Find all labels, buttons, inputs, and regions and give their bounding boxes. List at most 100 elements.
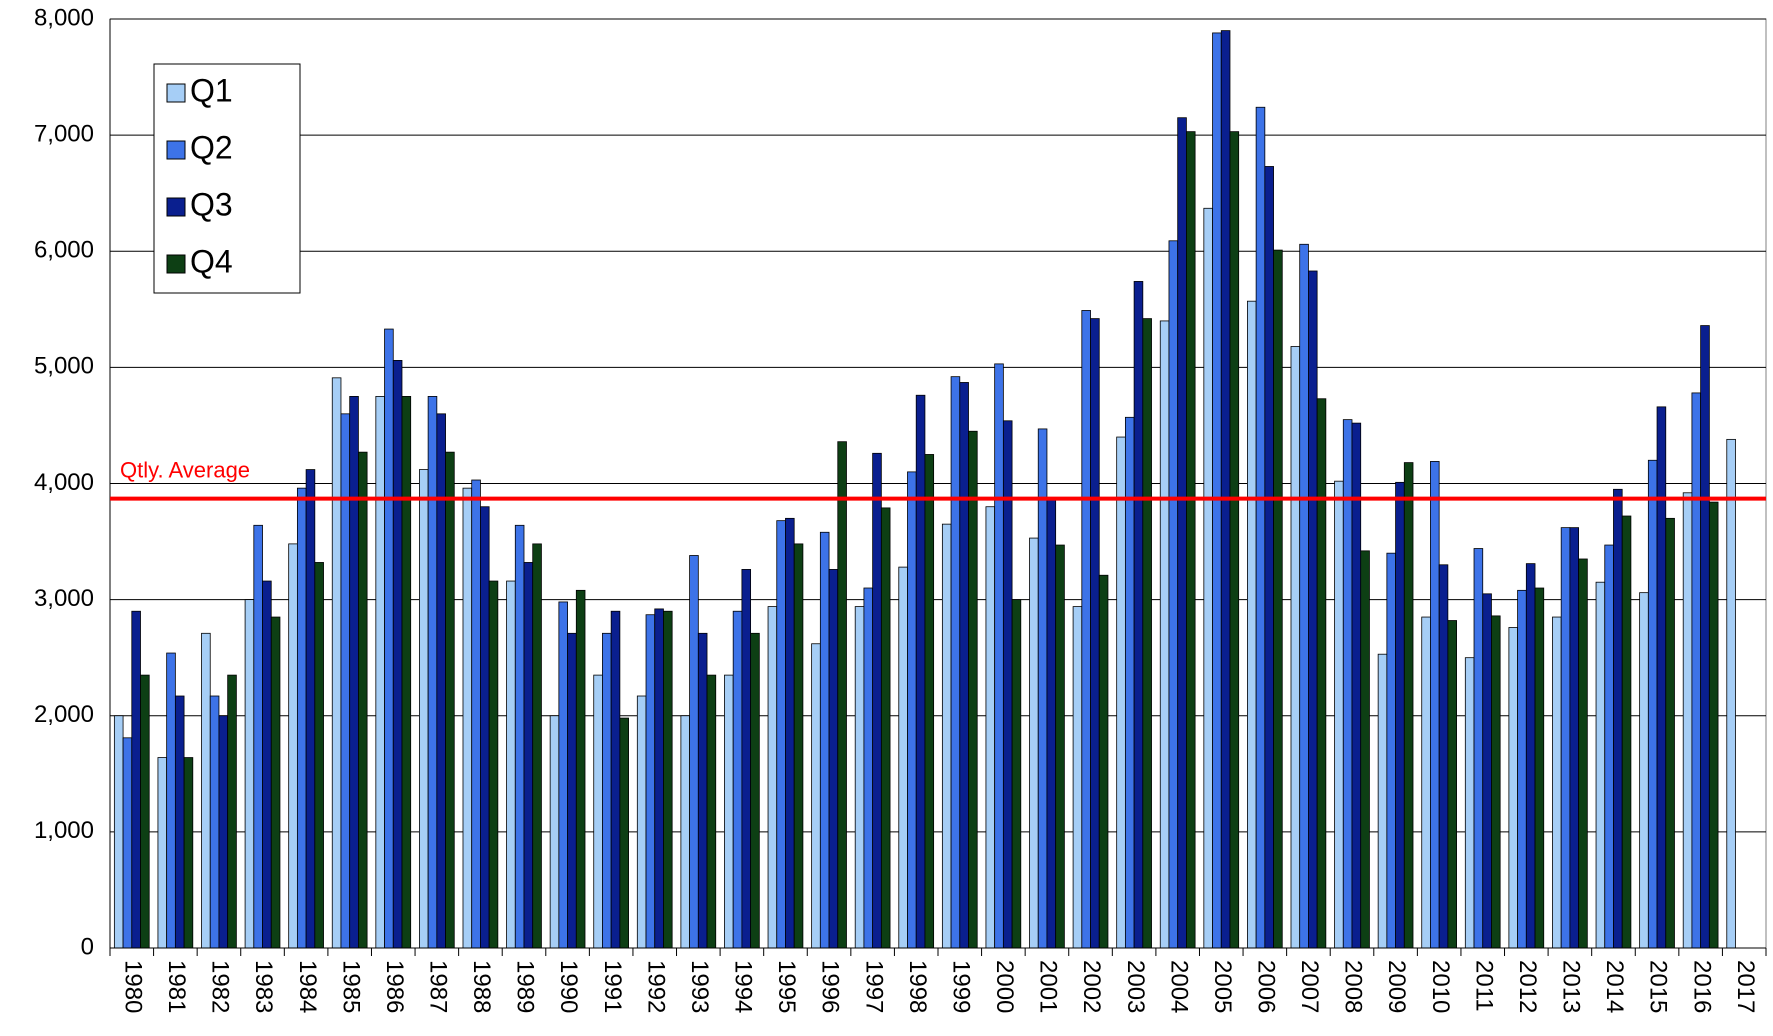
bar: [1517, 589, 1527, 949]
x-tick-label: 1984: [294, 960, 321, 1013]
bar: [1691, 392, 1702, 949]
bar: [689, 555, 699, 949]
bar: [523, 562, 534, 949]
x-tick-label: 1996: [817, 960, 844, 1013]
bar: [1133, 281, 1144, 949]
legend-label: Q2: [190, 129, 233, 165]
bar: [1613, 488, 1623, 949]
bar: [471, 479, 481, 949]
x-tick-label: 2007: [1296, 960, 1323, 1013]
bar: [1726, 438, 1736, 949]
bar: [680, 715, 691, 949]
bar: [1430, 461, 1440, 949]
y-tick-label: 5,000: [34, 353, 94, 380]
x-tick-label: 2009: [1383, 960, 1410, 1013]
bar: [262, 580, 272, 949]
bar: [1273, 249, 1283, 949]
x-tick-label: 1987: [424, 960, 451, 1013]
bar: [1421, 616, 1431, 949]
bar: [1264, 166, 1274, 949]
bar: [253, 524, 263, 949]
bar: [872, 452, 882, 949]
bar: [1464, 657, 1475, 949]
x-tick-label: 1985: [337, 960, 364, 1013]
bar: [1525, 563, 1536, 949]
bar: [1403, 462, 1414, 949]
bar: [1177, 117, 1187, 949]
bar: [1186, 131, 1196, 949]
x-tick-label: 1992: [642, 960, 669, 1013]
bar: [854, 606, 865, 949]
bar: [750, 632, 760, 949]
bar: [488, 580, 499, 949]
bar: [767, 606, 778, 949]
bar: [776, 520, 786, 949]
bar: [1203, 207, 1213, 949]
bar: [706, 674, 717, 949]
bar: [331, 377, 342, 949]
bar: [558, 601, 568, 949]
bar: [811, 643, 821, 949]
bar: [401, 396, 412, 949]
bar: [1491, 615, 1501, 949]
bar: [305, 469, 316, 949]
bar: [785, 517, 795, 949]
bar: [941, 523, 952, 949]
bar: [532, 543, 542, 949]
x-tick-label: 2015: [1645, 960, 1672, 1013]
bar: [436, 413, 446, 949]
bar: [959, 382, 969, 949]
bar: [340, 413, 351, 949]
bar: [602, 632, 612, 949]
average-label: Qtly. Average: [120, 457, 250, 482]
x-tick-label: 1998: [904, 960, 931, 1013]
bar: [1168, 240, 1179, 949]
bar: [837, 441, 847, 949]
x-tick-label: 1983: [250, 960, 277, 1013]
bar: [1682, 492, 1693, 949]
bar: [445, 451, 455, 949]
bar: [1159, 320, 1170, 949]
bar: [1386, 552, 1396, 949]
bar: [1569, 527, 1580, 949]
bar: [1299, 243, 1309, 949]
bar: [1351, 422, 1362, 949]
legend-swatch: [166, 197, 186, 217]
bar: [1290, 346, 1301, 949]
bar: [1029, 537, 1039, 949]
bar: [1220, 30, 1231, 949]
x-tick-label: 2014: [1601, 960, 1628, 1013]
bar: [270, 616, 281, 949]
bar: [741, 569, 752, 949]
bar: [985, 506, 996, 949]
bar: [654, 608, 664, 949]
bar: [907, 471, 917, 949]
bar: [1595, 581, 1606, 949]
x-tick-label: 2005: [1209, 960, 1236, 1013]
bar: [392, 360, 403, 949]
x-tick-label: 1988: [468, 960, 495, 1013]
bar: [619, 717, 629, 949]
bar: [1090, 318, 1100, 949]
bar: [157, 757, 168, 949]
bar: [1639, 592, 1649, 949]
bar: [506, 580, 516, 949]
bar: [1656, 406, 1667, 949]
x-tick-label: 1993: [686, 960, 713, 1013]
legend-swatch: [166, 254, 186, 274]
x-tick-label: 1982: [207, 960, 234, 1013]
bar: [1072, 606, 1083, 949]
bar: [1229, 131, 1240, 949]
bar: [384, 328, 394, 949]
y-tick-label: 7,000: [34, 120, 94, 147]
bar: [610, 610, 621, 949]
bar: [1081, 310, 1091, 949]
bar: [567, 632, 577, 949]
bar: [994, 363, 1004, 949]
x-tick-label: 1980: [119, 960, 146, 1013]
legend-label: Q3: [190, 186, 233, 222]
x-tick-label: 2017: [1732, 960, 1759, 1013]
bar: [732, 610, 743, 949]
bar: [1482, 593, 1492, 949]
